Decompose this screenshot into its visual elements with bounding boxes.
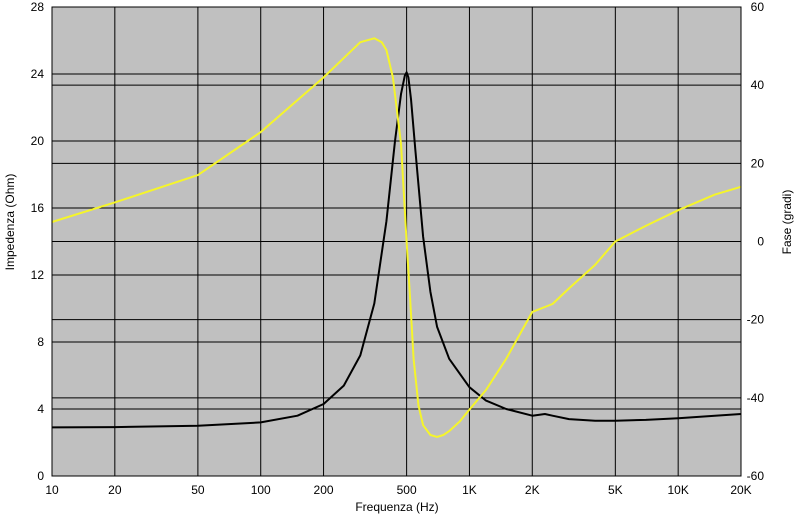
right-y-tick-label: 60	[751, 0, 765, 14]
left-y-tick-label: 0	[37, 469, 44, 483]
left-y-tick-label: 16	[31, 201, 45, 215]
x-tick-label: 20K	[730, 483, 751, 497]
tick-labels: 10 20 50 100 200 500 1K 2K 5K 10K 20K0481216202428…	[31, 0, 765, 497]
right-y-tick-label: -40	[747, 391, 765, 405]
right-y-tick-label: 40	[751, 78, 765, 92]
right-y-tick-label: -20	[747, 313, 765, 327]
x-tick-label: 10	[45, 483, 59, 497]
x-tick-label: 500	[397, 483, 417, 497]
x-tick-label: 100	[251, 483, 271, 497]
plot-border	[51, 6, 742, 477]
series-layer	[51, 37, 742, 438]
left-y-tick-label: 20	[31, 134, 45, 148]
x-tick-label: 5K	[608, 483, 623, 497]
x-tick-label: 20	[108, 483, 122, 497]
right-y-tick-label: 0	[757, 235, 764, 249]
right-y-axis-label: Fase (gradi)	[780, 190, 794, 255]
x-tick-label: 50	[191, 483, 205, 497]
x-axis-label: Frequenza (Hz)	[355, 500, 438, 514]
right-y-tick-label: 20	[751, 156, 765, 170]
left-y-tick-label: 28	[31, 0, 45, 14]
x-tick-label: 2K	[525, 483, 540, 497]
phase-series-line	[51, 37, 742, 438]
left-y-tick-label: 12	[31, 268, 45, 282]
grid	[52, 7, 741, 476]
x-tick-label: 200	[314, 483, 334, 497]
left-y-tick-label: 24	[31, 67, 45, 81]
impedance-series-line	[51, 71, 742, 429]
right-y-tick-label: -60	[747, 469, 765, 483]
x-tick-label: 10K	[667, 483, 688, 497]
left-y-tick-label: 8	[37, 335, 44, 349]
left-y-axis-label: Impedenza (Ohm)	[3, 174, 17, 271]
left-y-tick-label: 4	[37, 402, 44, 416]
x-tick-label: 1K	[462, 483, 477, 497]
